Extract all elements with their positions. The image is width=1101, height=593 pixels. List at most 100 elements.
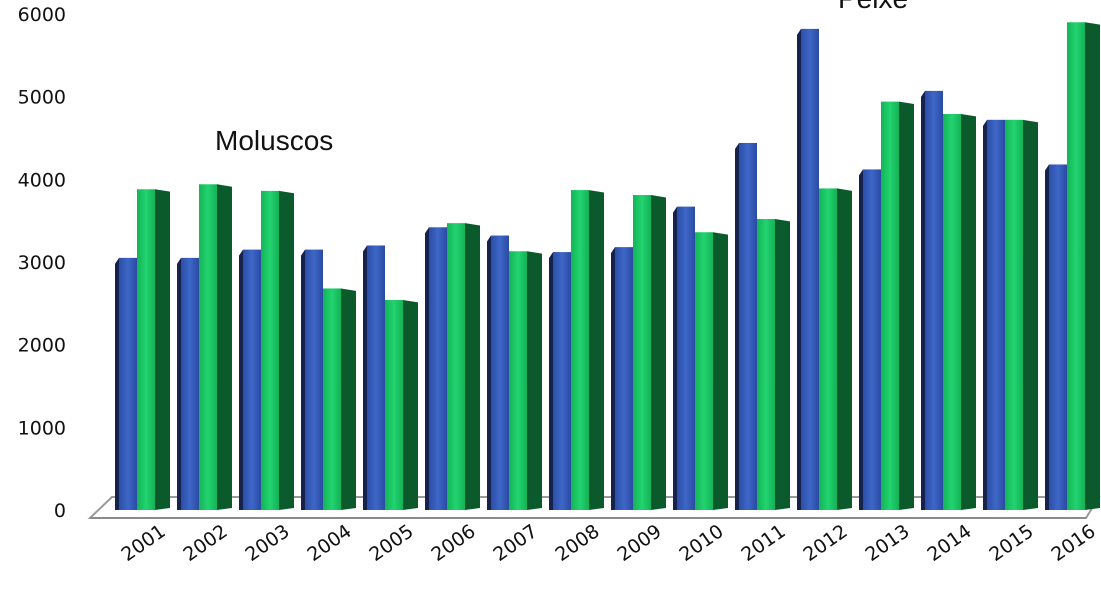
bar-green-2006 — [447, 223, 480, 510]
bar-green-2007 — [509, 251, 542, 510]
bar-green-2015 — [1005, 119, 1038, 511]
bar-blue-2003 — [239, 249, 261, 510]
bar-blue-2015 — [983, 119, 1005, 511]
bar-front — [181, 257, 199, 510]
bar-front — [553, 252, 571, 510]
bar-front — [615, 247, 633, 510]
bar-side — [797, 28, 801, 510]
bar-side — [651, 195, 666, 511]
x-tick-label: 2004 — [303, 520, 355, 566]
bar-side — [279, 190, 294, 510]
y-tick-label: 3000 — [18, 252, 66, 274]
bar-side — [549, 252, 553, 510]
bar-side — [1023, 119, 1038, 511]
x-tick-label: 2013 — [861, 520, 913, 566]
bar-front — [509, 251, 527, 510]
bar-side — [363, 245, 367, 510]
bar-side — [983, 119, 987, 511]
bar-front — [863, 169, 881, 510]
bar-side — [837, 188, 852, 510]
bar-blue-2002 — [177, 257, 199, 510]
bar-front — [881, 101, 899, 511]
bar-front — [243, 249, 261, 510]
bar-green-2005 — [385, 300, 418, 510]
bar-front — [633, 195, 651, 511]
bar-blue-2011 — [735, 142, 757, 510]
bar-blue-2009 — [611, 247, 633, 510]
x-tick-label: 2003 — [241, 520, 293, 566]
bar-side — [589, 190, 604, 510]
bar-green-2010 — [695, 232, 728, 511]
bar-blue-2004 — [301, 249, 323, 510]
bar-green-2003 — [261, 190, 294, 510]
x-tick-label: 2011 — [737, 520, 789, 566]
x-tick-label: 2015 — [985, 520, 1037, 566]
bar-green-2008 — [571, 190, 604, 510]
bar-side — [425, 227, 429, 510]
bar-blue-2007 — [487, 235, 509, 510]
annotation-peixe: Peixe — [838, 0, 908, 14]
x-tick-label: 2007 — [489, 520, 541, 566]
x-tick-label: 2009 — [613, 520, 665, 566]
bar-green-2009 — [633, 195, 666, 511]
bar-front — [367, 245, 385, 510]
bar-front — [943, 114, 961, 510]
bar-side — [1085, 22, 1100, 511]
bars — [115, 22, 1100, 511]
x-tick-label: 2006 — [427, 520, 479, 566]
bar-side — [115, 257, 119, 510]
y-tick-label: 6000 — [18, 4, 66, 26]
bar-front — [739, 142, 757, 510]
bar-side — [961, 114, 976, 510]
bar-green-2013 — [881, 101, 914, 511]
bar-front — [571, 190, 589, 510]
bar-front — [925, 90, 943, 510]
bar-front — [1067, 22, 1085, 511]
bar-blue-2005 — [363, 245, 385, 510]
bar-front — [137, 189, 155, 510]
bar-side — [155, 189, 170, 510]
bar-front — [1005, 119, 1023, 511]
x-tick-label: 2010 — [675, 520, 727, 566]
bar-side — [403, 300, 418, 510]
bar-green-2002 — [199, 184, 232, 510]
bar-green-2016 — [1067, 22, 1100, 511]
bar-front — [119, 257, 137, 510]
bar-front — [447, 223, 465, 510]
bar-front — [987, 119, 1005, 511]
bar-blue-2006 — [425, 227, 447, 510]
y-tick-label: 2000 — [18, 335, 66, 357]
bar-side — [239, 249, 243, 510]
x-tick-label: 2002 — [179, 520, 231, 566]
bar-front — [305, 249, 323, 510]
bar-front — [199, 184, 217, 510]
bar-side — [301, 249, 305, 510]
bar-blue-2001 — [115, 257, 137, 510]
bar-front — [757, 219, 775, 510]
bar-blue-2014 — [921, 90, 943, 510]
bar-front — [491, 235, 509, 510]
bar-side — [775, 219, 790, 510]
x-tick-label: 2014 — [923, 520, 975, 566]
bar-front — [801, 28, 819, 510]
bar-side — [611, 247, 615, 510]
x-tick-label: 2008 — [551, 520, 603, 566]
annotation-moluscos: Moluscos — [215, 125, 333, 156]
bar-side — [921, 90, 925, 510]
bar-front — [261, 190, 279, 510]
bar-side — [487, 235, 491, 510]
bar-front — [677, 206, 695, 510]
x-tick-label: 2012 — [799, 520, 851, 566]
y-axis-ticks: 0 1000 2000 3000 4000 5000 6000 — [18, 4, 66, 522]
y-tick-label: 4000 — [18, 169, 66, 191]
bar-green-2012 — [819, 188, 852, 510]
bar-blue-2010 — [673, 206, 695, 510]
bar-green-2004 — [323, 288, 356, 510]
bar-side — [341, 288, 356, 510]
x-tick-label: 2005 — [365, 520, 417, 566]
bar-blue-2013 — [859, 169, 881, 510]
y-tick-label: 1000 — [18, 417, 66, 439]
x-tick-label: 2016 — [1047, 520, 1099, 566]
bar-front — [429, 227, 447, 510]
